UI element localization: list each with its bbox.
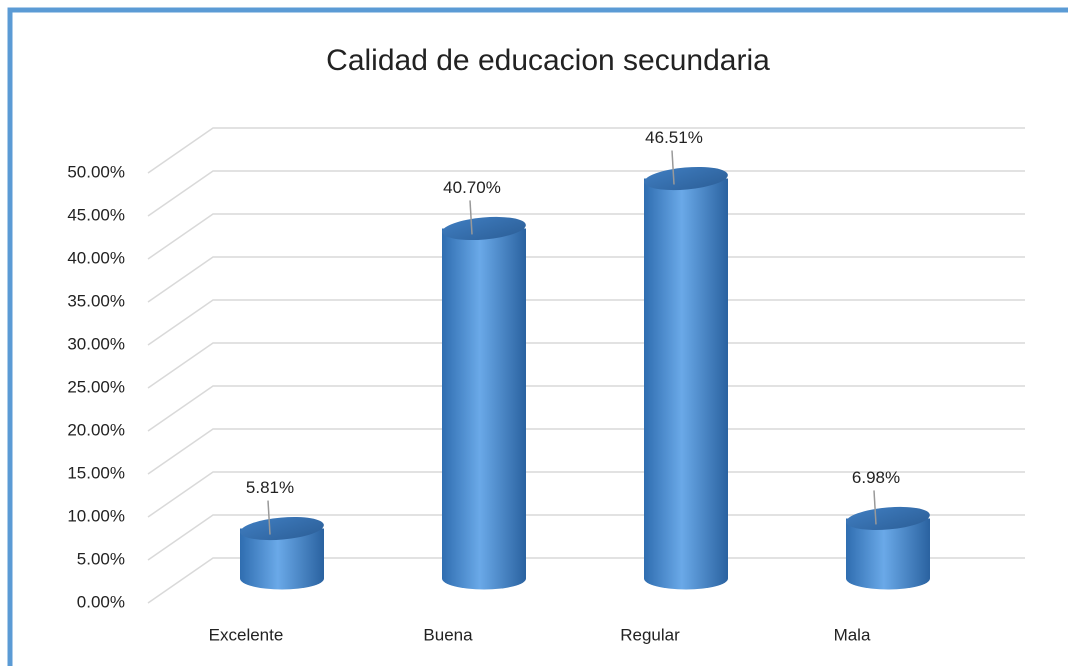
bar — [240, 528, 324, 590]
grid-line — [147, 385, 1025, 432]
grid-line — [147, 342, 1025, 389]
y-tick-label: 40.00% — [67, 248, 125, 267]
y-tick-label: 25.00% — [67, 377, 125, 396]
bar-top — [240, 516, 324, 541]
x-tick-label: Buena — [423, 625, 473, 644]
value-label: 46.51% — [645, 128, 703, 147]
bar-top — [644, 166, 728, 191]
leader-line — [267, 500, 271, 535]
grid-line — [147, 213, 1025, 260]
bar-top — [442, 216, 526, 241]
bar — [442, 228, 526, 590]
leader-line — [873, 490, 877, 525]
chart-title: Calidad de educacion secundaria — [326, 44, 770, 77]
grid-line — [147, 471, 1025, 518]
grid-line — [147, 127, 1025, 174]
y-tick-label: 45.00% — [67, 205, 125, 224]
y-tick-label: 15.00% — [67, 463, 125, 482]
y-tick-label: 5.00% — [77, 549, 125, 568]
y-tick-label: 50.00% — [67, 162, 125, 181]
y-tick-label: 0.00% — [77, 592, 125, 611]
bar — [846, 518, 930, 590]
grid-line — [147, 256, 1025, 303]
grid-line — [147, 428, 1025, 475]
grid-line — [147, 514, 1025, 561]
grid-line — [147, 170, 1025, 217]
grid-line — [147, 299, 1025, 346]
y-tick-label: 35.00% — [67, 291, 125, 310]
value-label: 40.70% — [443, 178, 501, 197]
y-tick-label: 10.00% — [67, 506, 125, 525]
leader-line — [469, 200, 473, 235]
leader-line — [671, 150, 675, 185]
x-tick-label: Excelente — [209, 625, 284, 644]
grid-line — [147, 557, 1025, 604]
value-label: 5.81% — [246, 478, 294, 497]
bar-top — [846, 506, 930, 531]
frame — [7, 7, 1068, 666]
bar — [644, 178, 728, 590]
value-label: 6.98% — [852, 468, 900, 487]
y-tick-label: 20.00% — [67, 420, 125, 439]
y-tick-label: 30.00% — [67, 334, 125, 353]
x-tick-label: Mala — [834, 625, 871, 644]
x-tick-label: Regular — [620, 625, 680, 644]
